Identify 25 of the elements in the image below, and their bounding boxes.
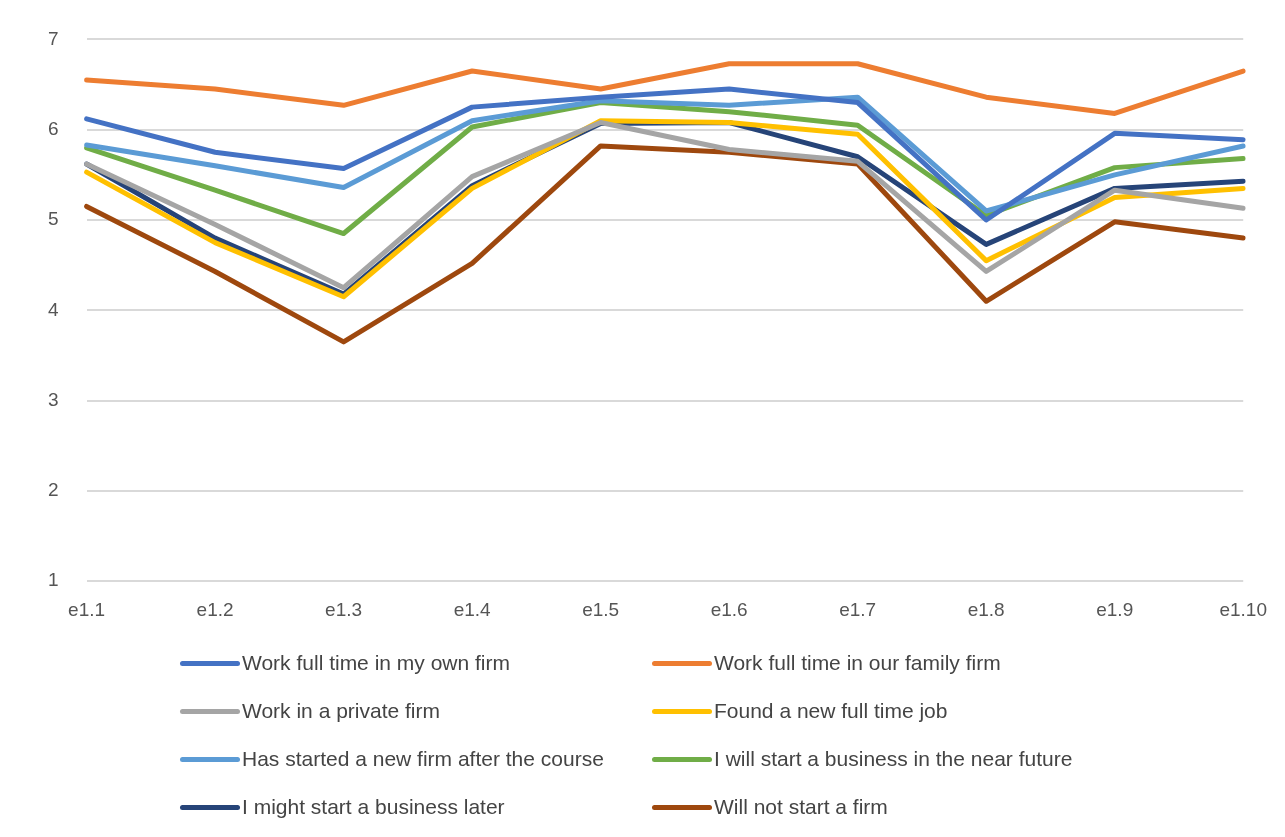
x-tick-label: e1.7	[839, 598, 877, 620]
legend-label: Has started a new firm after the course	[242, 747, 604, 771]
x-tick-label: e1.8	[967, 598, 1005, 620]
y-tick-label: 2	[47, 479, 59, 501]
y-tick-label: 1	[47, 569, 59, 591]
x-tick-label: e1.5	[582, 598, 620, 620]
legend-label: Found a new full time job	[714, 699, 948, 723]
x-tick-label: e1.4	[453, 598, 492, 620]
legend-label: Work full time in our family firm	[714, 651, 1001, 675]
legend-label: I will start a business in the near future	[714, 747, 1073, 771]
legend-label: Work in a private firm	[242, 699, 440, 723]
x-tick-label: e1.6	[710, 598, 748, 620]
y-tick-label: 3	[47, 388, 59, 410]
y-tick-label: 5	[47, 208, 59, 230]
legend-label: Work full time in my own firm	[242, 651, 510, 675]
x-tick-label: e1.3	[325, 598, 363, 620]
y-tick-label: 7	[47, 27, 59, 49]
legend-label: I might start a business later	[242, 795, 505, 819]
x-tick-label: e1.10	[1219, 598, 1267, 620]
legend-label: Will not start a firm	[714, 795, 888, 819]
y-tick-label: 6	[47, 117, 59, 139]
x-tick-label: e1.2	[196, 598, 234, 620]
x-tick-label: e1.1	[68, 598, 106, 620]
x-tick-label: e1.9	[1096, 598, 1134, 620]
y-tick-label: 4	[47, 298, 59, 320]
